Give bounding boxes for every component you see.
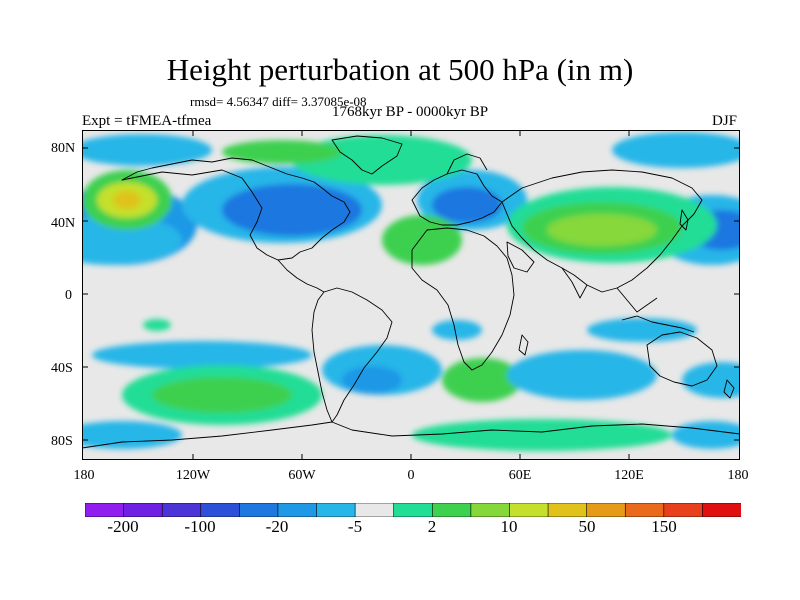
contour-sh-pac-blue	[92, 341, 312, 369]
coast-greenland	[331, 135, 403, 175]
contour-sh-ind-blue	[507, 350, 657, 400]
lat-tick-80n: 80N	[51, 141, 76, 156]
colorbar-swatch-5	[239, 503, 279, 517]
colorbar-swatch-8	[354, 503, 395, 517]
colorbar-swatch-12	[509, 503, 549, 517]
lat-tick-0: 0	[65, 288, 72, 303]
colorbar-label-1: -200	[107, 517, 139, 536]
experiment-label: Expt = tFMEA-tfmea	[82, 113, 212, 129]
contour-africa-n-green	[382, 215, 462, 265]
lon-tick-120e: 120E	[614, 468, 644, 483]
coast-south-america	[311, 287, 393, 423]
contour-europe-darkblue	[432, 187, 502, 223]
colorbar-swatch-13	[547, 503, 588, 517]
contour-trop-pac-green	[143, 319, 171, 331]
coast-africa	[411, 227, 515, 371]
contour-sh-pac-lightgreen	[152, 377, 292, 413]
colorbar-swatch-3	[161, 503, 202, 517]
map-plot	[82, 130, 740, 460]
coast-india	[561, 267, 588, 299]
colorbar-swatch-7	[316, 503, 356, 517]
colorbar-label-5: 2	[427, 517, 437, 536]
season-label: DJF	[712, 113, 738, 129]
colorbar-label-3: -20	[265, 517, 289, 536]
contour-fills	[82, 132, 740, 451]
colorbar-swatch-1	[85, 503, 125, 517]
colorbar-label-6: 10	[500, 517, 518, 536]
colorbar-swatch-6	[277, 503, 318, 517]
colorbar-swatch-9	[393, 503, 433, 517]
contour-nh-pacific-light	[82, 215, 182, 265]
colorbar-swatch-17	[702, 503, 741, 517]
colorbar-swatch-2	[123, 503, 163, 517]
colorbar-swatch-10	[431, 503, 472, 517]
contour-asia-yellowgreen	[547, 214, 657, 246]
coast-antarctica	[82, 421, 740, 449]
contour-trop-ind-blue	[587, 318, 697, 342]
contour-sh-aus-blue	[682, 362, 740, 398]
lat-tick-80s: 80S	[51, 434, 73, 449]
colorbar-label-7: 50	[578, 517, 596, 536]
contour-arctic-west-blue	[82, 134, 212, 166]
contour-antarctic-green	[412, 419, 672, 451]
lat-tick-40n: 40N	[51, 216, 76, 231]
lat-tick-40s: 40S	[51, 361, 73, 376]
colorbar-swatch-14	[586, 503, 626, 517]
lon-tick-180e: 180	[727, 468, 749, 483]
map-ticks	[82, 130, 740, 460]
colorbar-label-2: -100	[184, 517, 216, 536]
contour-sh-atl-dark	[342, 366, 402, 394]
contour-antarctic-blue-w	[82, 421, 182, 449]
contour-trop-afr-blue	[432, 320, 482, 340]
contour-greenland-light	[222, 140, 342, 164]
coast-madagascar	[518, 334, 529, 356]
colorbar-swatch-11	[470, 503, 511, 517]
stats-label: rmsd= 4.56347 diff= 3.37085e-08	[190, 94, 367, 109]
colorbar	[85, 503, 741, 517]
colorbar-label-8: 150	[651, 517, 677, 536]
colorbar-swatch-4	[200, 503, 240, 517]
colorbar-label-4: -5	[347, 517, 363, 536]
coast-asia	[501, 169, 703, 293]
coast-new-zealand	[723, 379, 735, 399]
coast-indonesia	[621, 315, 695, 333]
contour-na-darkblue	[222, 184, 362, 236]
lon-tick-60w: 60W	[288, 468, 316, 483]
plot-title: Height perturbation at 500 hPa (in m)	[166, 52, 634, 87]
coast-central-america	[277, 259, 325, 293]
contour-sh-ind-green	[442, 358, 522, 402]
coast-north-america	[121, 157, 351, 261]
lon-tick-120w: 120W	[175, 468, 211, 483]
lon-tick-60e: 60E	[508, 468, 532, 483]
coast-arabia	[506, 241, 535, 273]
contour-alaska-orange	[113, 191, 141, 209]
period-label: 1768kyr BP - 0000kyr BP	[331, 104, 489, 120]
lon-tick-180w: 180	[73, 468, 95, 483]
coastlines	[82, 135, 740, 449]
coast-japan	[679, 209, 689, 231]
lon-tick-0: 0	[407, 468, 415, 483]
colorbar-swatch-15	[624, 503, 665, 517]
colorbar-swatch-16	[663, 503, 704, 517]
coast-scandinavia	[446, 153, 488, 175]
coast-australia	[646, 331, 718, 387]
contour-arctic-blue	[612, 132, 740, 168]
coast-southeast-asia	[616, 287, 658, 313]
